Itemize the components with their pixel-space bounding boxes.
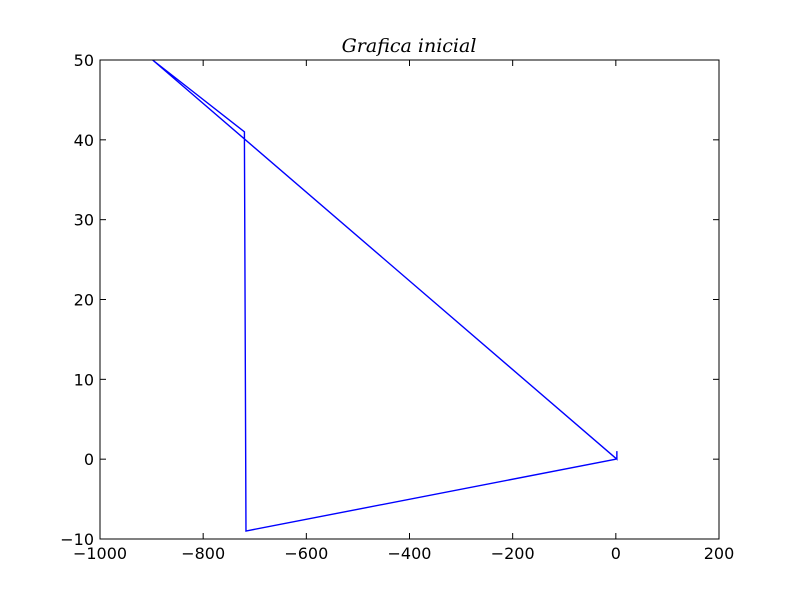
series-line-0 [152, 59, 618, 532]
x-tick-label: −400 [388, 544, 432, 563]
y-tick-label: 20 [74, 291, 94, 310]
x-tick-label: −1000 [73, 544, 127, 563]
y-tick-label: −10 [60, 530, 94, 549]
y-tick-label: 10 [74, 370, 94, 389]
y-tick-label: 30 [74, 211, 94, 230]
plot-area [152, 59, 618, 532]
y-tick-label: 40 [74, 131, 94, 150]
x-tick-label: −200 [491, 544, 535, 563]
y-tick-label: 50 [74, 51, 94, 70]
x-tick-label: 200 [704, 544, 735, 563]
y-tick-label: 0 [84, 450, 94, 469]
axes-frame [99, 59, 720, 540]
x-tick-label: −800 [181, 544, 225, 563]
chart-title: Grafica inicial [342, 35, 477, 57]
x-tick-label: −600 [284, 544, 328, 563]
x-tick-label: 0 [611, 544, 621, 563]
